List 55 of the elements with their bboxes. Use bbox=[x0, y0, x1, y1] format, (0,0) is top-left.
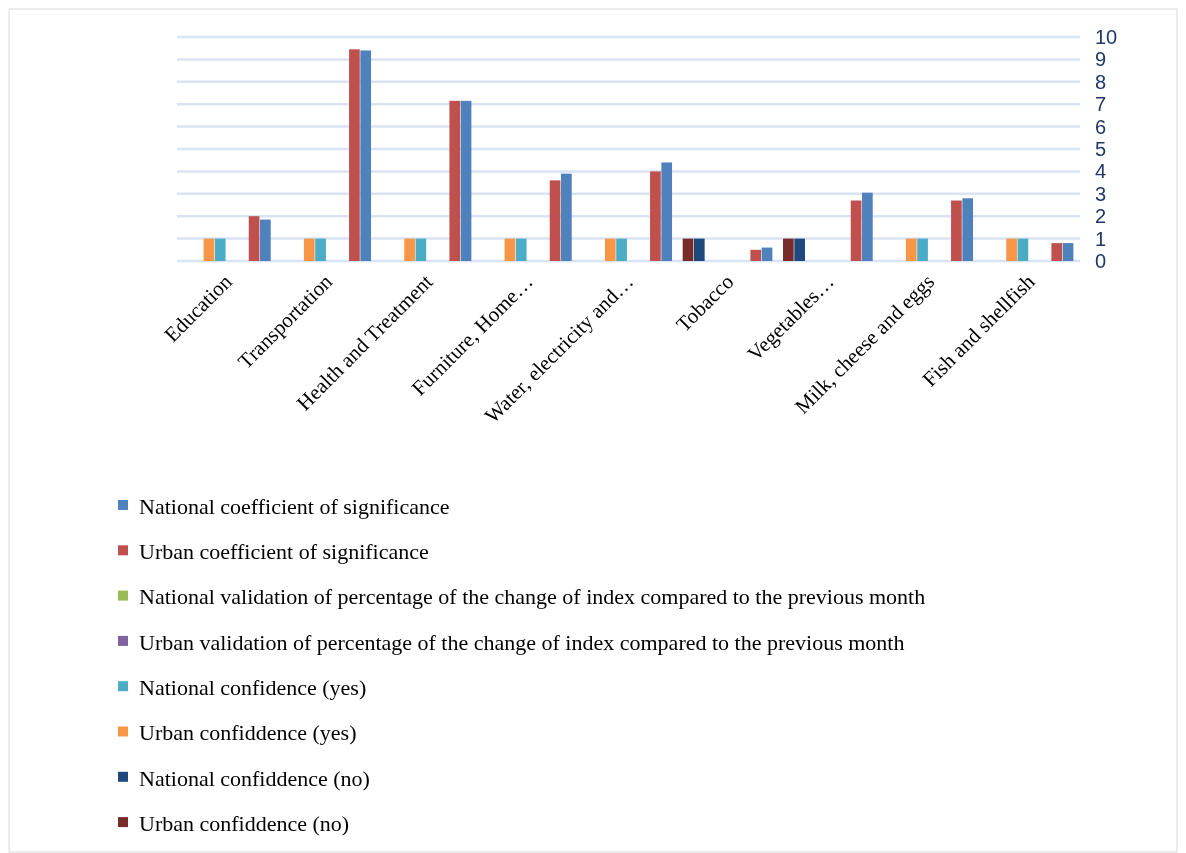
bar bbox=[349, 49, 360, 261]
bar bbox=[248, 216, 260, 261]
bar bbox=[905, 238, 917, 261]
legend-label: Urban confiddence (no) bbox=[139, 810, 350, 836]
bar bbox=[750, 249, 762, 261]
bar bbox=[460, 100, 472, 261]
bar bbox=[214, 238, 226, 261]
bar bbox=[203, 238, 215, 261]
legend-label: National confidence (yes) bbox=[139, 674, 367, 700]
bar bbox=[303, 238, 315, 261]
bar bbox=[862, 192, 873, 261]
legend-label: National validation of percentage of the change of index compared to the previous month bbox=[139, 584, 926, 610]
y-tick-label: 7 bbox=[1095, 93, 1107, 116]
bar bbox=[504, 238, 516, 261]
bar bbox=[951, 200, 962, 261]
bar bbox=[783, 238, 794, 261]
legend-label: Urban confiddence (yes) bbox=[139, 720, 357, 746]
bar bbox=[515, 238, 527, 261]
legend-label: National confiddence (no) bbox=[139, 765, 370, 791]
y-tick-label: 5 bbox=[1095, 138, 1107, 160]
bar bbox=[315, 238, 326, 261]
bar bbox=[917, 238, 928, 261]
bar bbox=[1017, 238, 1029, 261]
y-tick-label: 9 bbox=[1095, 48, 1107, 71]
bar bbox=[650, 171, 661, 261]
bar bbox=[850, 200, 862, 261]
y-tick-label: 0 bbox=[1095, 250, 1107, 272]
bar bbox=[693, 238, 705, 261]
bar bbox=[449, 100, 461, 261]
y-tick-label: 10 bbox=[1095, 26, 1118, 48]
legend-label: National coefficient of significance bbox=[139, 493, 450, 519]
y-tick-label: 8 bbox=[1095, 70, 1107, 93]
bar bbox=[260, 219, 271, 261]
bar bbox=[616, 238, 627, 261]
bar bbox=[360, 50, 372, 261]
bar bbox=[1062, 243, 1074, 261]
bar bbox=[604, 238, 616, 261]
bar bbox=[1006, 238, 1017, 261]
legend-label: Urban coefficient of significance bbox=[139, 539, 429, 564]
y-tick-label: 4 bbox=[1095, 160, 1107, 183]
bar bbox=[561, 173, 572, 261]
bar bbox=[794, 238, 805, 261]
bar bbox=[1051, 243, 1063, 261]
bar bbox=[962, 198, 974, 261]
bar bbox=[761, 247, 773, 261]
bar bbox=[415, 238, 427, 261]
bar bbox=[549, 180, 561, 261]
bar bbox=[682, 238, 694, 261]
y-tick-label: 2 bbox=[1095, 205, 1107, 228]
bar bbox=[661, 162, 673, 261]
y-tick-label: 1 bbox=[1095, 227, 1107, 250]
y-tick-label: 3 bbox=[1095, 182, 1107, 205]
bar bbox=[404, 238, 415, 261]
y-tick-label: 6 bbox=[1095, 115, 1107, 138]
legend-label: Urban validation of percentage of the change of index compared to the previous month bbox=[139, 629, 905, 655]
